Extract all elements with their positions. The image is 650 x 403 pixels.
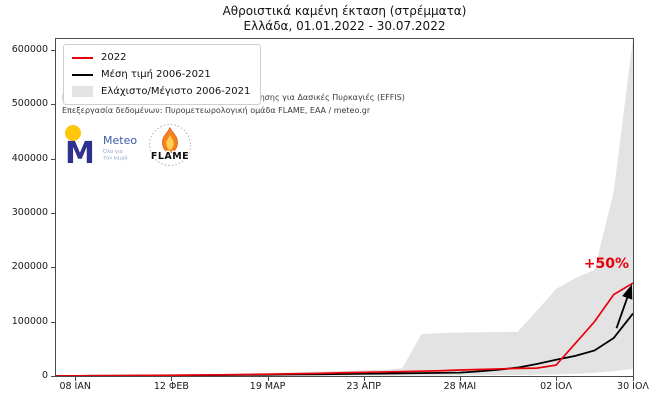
title-block: Αθροιστικά καμένη έκταση (στρέμματα) Ελλ… [55, 4, 634, 34]
legend-item-minmax: Ελάχιστο/Μέγιστο 2006-2021 [72, 83, 250, 100]
plus50-arrow [615, 284, 633, 329]
y-tick-mark [51, 49, 55, 51]
legend-label-mean: Μέση τιμή 2006-2021 [101, 69, 211, 80]
legend-item-2022: 2022 [72, 49, 250, 66]
flame-logo-text: FLAME [151, 151, 189, 162]
plot-area: 2022 Μέση τιμή 2006-2021 Ελάχιστο/Μέγιστ… [55, 38, 634, 377]
meteo-tagline-1: Όλα για [102, 148, 124, 155]
y-tick-label: 200000 [11, 261, 48, 273]
x-tick-label: 19 ΜΑΡ [249, 381, 286, 392]
meteo-logo: M Meteo Όλα για τον καιρό [65, 125, 137, 167]
legend-label-minmax: Ελάχιστο/Μέγιστο 2006-2021 [101, 86, 251, 97]
meteo-logo-text: Meteo [103, 134, 137, 147]
meteo-tagline-2: τον καιρό [103, 155, 128, 162]
y-tick-label: 500000 [11, 98, 48, 110]
legend-swatch-2022-line [72, 56, 93, 59]
y-tick-label: 300000 [11, 206, 48, 218]
meteo-m-icon: M [65, 136, 95, 167]
y-tick-mark [51, 376, 55, 377]
y-tick-label: 400000 [11, 152, 48, 164]
x-tick-mark [459, 377, 461, 381]
x-tick-label: 30 ΙΟΛ [617, 381, 649, 392]
data-processing-note: Επεξεργασία δεδομένων: Πυρομετεωρολογική… [62, 106, 371, 115]
x-tick-mark [75, 377, 77, 381]
legend: 2022 Μέση τιμή 2006-2021 Ελάχιστο/Μέγιστ… [63, 44, 262, 105]
plus50-annotation: +50% [583, 256, 629, 272]
flame-logo: FLAME [149, 124, 191, 166]
y-tick-mark [51, 158, 55, 160]
x-tick-label: 02 ΙΟΛ [540, 381, 572, 392]
chart-title: Αθροιστικά καμένη έκταση (στρέμματα) [222, 4, 467, 18]
x-tick-label: 28 ΜΑΙ [443, 381, 477, 392]
y-tick-mark [51, 104, 55, 106]
y-tick-mark [51, 321, 55, 323]
series-2022-line [56, 282, 633, 376]
y-tick-label: 600000 [11, 43, 48, 55]
chart-canvas [56, 39, 633, 376]
x-tick-mark [363, 377, 365, 381]
x-tick-mark [171, 377, 173, 381]
x-tick-mark [633, 377, 634, 381]
meteo-sun-icon [65, 125, 81, 141]
x-tick-label: 23 ΑΠΡ [346, 381, 381, 392]
legend-label-2022: 2022 [101, 52, 127, 63]
x-tick-mark [556, 377, 558, 381]
logos: M Meteo Όλα για τον καιρό FLAME [63, 121, 193, 169]
x-tick-label: 12 ΦΕΒ [153, 381, 189, 392]
y-tick-label: 0 [41, 370, 48, 381]
legend-swatch-minmax-patch [72, 86, 93, 97]
y-tick-mark [51, 267, 55, 269]
x-tick-label: 08 ΙΑΝ [59, 381, 91, 392]
chart-subtitle: Ελλάδα, 01.01.2022 - 30.07.2022 [243, 19, 446, 33]
legend-swatch-mean-line [72, 73, 93, 76]
y-tick-label: 100000 [11, 315, 48, 327]
flame-inner-icon [166, 135, 174, 150]
y-tick-mark [51, 212, 55, 214]
legend-item-mean: Μέση τιμή 2006-2021 [72, 66, 250, 83]
x-tick-mark [267, 377, 269, 381]
